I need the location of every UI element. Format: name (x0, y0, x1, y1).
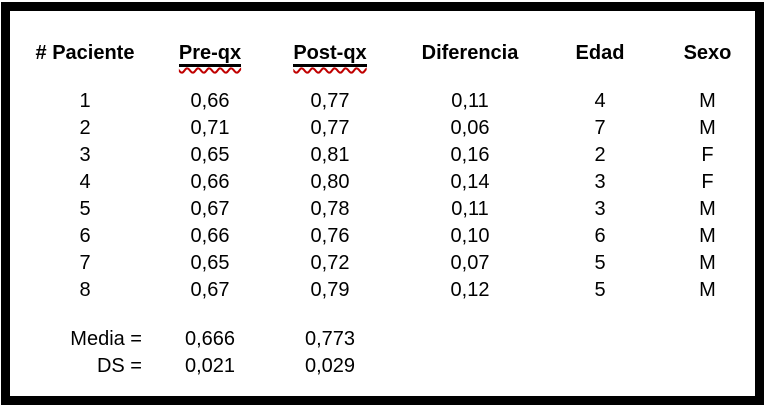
cell-sexo: F (701, 144, 714, 166)
cell-edad: 6 (594, 225, 606, 247)
cell-edad: 2 (594, 144, 606, 166)
table-row-patient-1: 1 0,66 0,77 0,11 4 M (10, 88, 755, 115)
cell-sexo: M (699, 252, 716, 274)
spacer-row (10, 304, 755, 326)
cell-diferencia: 0,06 (450, 117, 490, 139)
cell-edad: 3 (594, 171, 606, 193)
table-row-patient-8: 8 0,67 0,79 0,12 5 M (10, 277, 755, 304)
cell-patient-number: 4 (79, 171, 91, 193)
table-row-patient-2: 2 0,71 0,77 0,06 7 M (10, 115, 755, 142)
cell-sexo: F (701, 171, 714, 193)
cell-edad: 5 (594, 279, 606, 301)
spellcheck-wavy-underline: Post-qx (293, 42, 367, 67)
cell-sexo: M (699, 90, 716, 112)
cell-pre-qx: 0,66 (190, 171, 230, 193)
cell-post-qx: 0,78 (310, 198, 350, 220)
spellcheck-wavy-underline: Pre-qx (178, 42, 242, 67)
cell-patient-number: 2 (79, 117, 91, 139)
cell-diferencia: 0,12 (450, 279, 490, 301)
cell-pre-qx: 0,66 (190, 90, 230, 112)
cell-patient-number: 6 (79, 225, 91, 247)
cell-pre-qx: 0,65 (190, 252, 230, 274)
cell-patient-number: 5 (79, 198, 91, 220)
media-label: Media = (70, 328, 142, 350)
table-row-patient-6: 6 0,66 0,76 0,10 6 M (10, 223, 755, 250)
ds-pre-qx-value: 0,021 (184, 355, 236, 377)
cell-pre-qx: 0,67 (190, 279, 230, 301)
cell-edad: 5 (594, 252, 606, 274)
media-pre-qx-value: 0,666 (184, 328, 236, 350)
cell-patient-number: 7 (79, 252, 91, 274)
patient-data-table: # Paciente Pre-qx Post-qx Diferencia Eda… (10, 39, 755, 380)
cell-sexo: M (699, 225, 716, 247)
column-header-pre-qx: Pre-qx (160, 39, 260, 68)
cell-edad: 7 (594, 117, 606, 139)
cell-diferencia: 0,10 (450, 225, 490, 247)
cell-edad: 3 (594, 198, 606, 220)
column-header-edad: Edad (575, 42, 625, 64)
table-row-patient-7: 7 0,65 0,72 0,07 5 M (10, 250, 755, 277)
cell-post-qx: 0,72 (310, 252, 350, 274)
summary-row-media: Media = 0,666 0,773 (10, 326, 755, 353)
column-header-post-qx: Post-qx (260, 39, 400, 68)
ds-post-qx-value: 0,029 (304, 355, 356, 377)
cell-post-qx: 0,77 (310, 90, 350, 112)
cell-pre-qx: 0,67 (190, 198, 230, 220)
cell-sexo: M (699, 117, 716, 139)
media-post-qx-value: 0,773 (304, 328, 356, 350)
column-header-post-qx-label: Post-qx (293, 42, 367, 67)
cell-diferencia: 0,07 (450, 252, 490, 274)
table-row-patient-3: 3 0,65 0,81 0,16 2 F (10, 142, 755, 169)
table-row-patient-5: 5 0,67 0,78 0,11 3 M (10, 196, 755, 223)
cell-diferencia: 0,11 (451, 198, 489, 220)
cell-post-qx: 0,76 (310, 225, 350, 247)
column-header-paciente: # Paciente (35, 42, 135, 64)
table-row-patient-4: 4 0,66 0,80 0,14 3 F (10, 169, 755, 196)
cell-patient-number: 1 (79, 90, 91, 112)
cell-patient-number: 3 (79, 144, 91, 166)
cell-post-qx: 0,79 (310, 279, 350, 301)
cell-post-qx: 0,81 (310, 144, 350, 166)
cell-diferencia: 0,11 (451, 90, 489, 112)
cell-pre-qx: 0,66 (190, 225, 230, 247)
cell-edad: 4 (594, 90, 606, 112)
header-row: # Paciente Pre-qx Post-qx Diferencia Eda… (10, 39, 755, 68)
column-header-sexo: Sexo (683, 42, 732, 64)
cell-diferencia: 0,16 (450, 144, 490, 166)
ds-label: DS = (96, 355, 142, 377)
summary-row-ds: DS = 0,021 0,029 (10, 353, 755, 380)
cell-sexo: M (699, 198, 716, 220)
cell-pre-qx: 0,71 (190, 117, 230, 139)
cell-sexo: M (699, 279, 716, 301)
cell-diferencia: 0,14 (450, 171, 490, 193)
cell-pre-qx: 0,65 (190, 144, 230, 166)
cell-post-qx: 0,77 (310, 117, 350, 139)
column-header-pre-qx-label: Pre-qx (178, 42, 242, 67)
column-header-diferencia: Diferencia (421, 42, 519, 64)
cell-patient-number: 8 (79, 279, 91, 301)
spacer-row (10, 68, 755, 88)
cell-post-qx: 0,80 (310, 171, 350, 193)
